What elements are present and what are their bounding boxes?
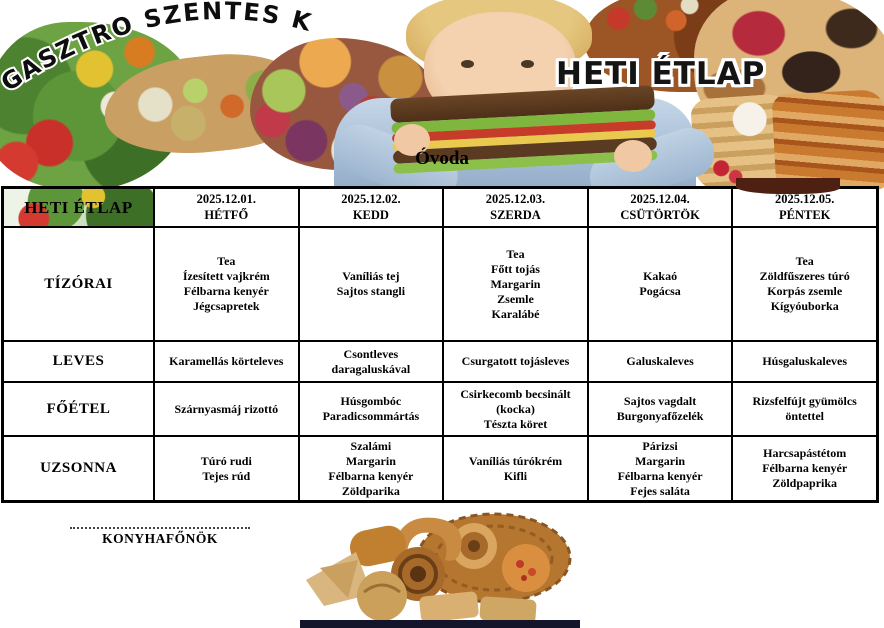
menu-cell-uzsonna-thursday: Párizsi Margarin Félbarna kenyér Fejes s… bbox=[587, 436, 733, 501]
signature-block: KONYHAFŐNÖK bbox=[70, 527, 250, 547]
weekly-menu-table: HETI ÉTLAP 2025.12.01. HÉTFŐ 2025.12.02.… bbox=[1, 186, 879, 503]
menu-cell-tizorai-thursday: Kakaó Pogácsa bbox=[587, 227, 733, 341]
menu-cell-uzsonna-monday: Túró rudi Tejes rúd bbox=[154, 436, 299, 501]
banner-collage: GASZTRO SZENTES KFT. HETI ÉTLAP bbox=[0, 0, 884, 209]
menu-cell-foetel-wednesday: Csirkecomb becsinált (kocka) Tészta köre… bbox=[443, 382, 588, 436]
day-header-wednesday: 2025.12.03. SZERDA bbox=[443, 188, 588, 227]
table-corner-heti-etlap: HETI ÉTLAP bbox=[3, 188, 154, 227]
menu-cell-leves-monday: Karamellás körteleves bbox=[154, 341, 299, 382]
pastry-board-edge bbox=[736, 178, 840, 194]
boy-eye bbox=[461, 60, 474, 68]
day-header-thursday: 2025.12.04. CSÜTÖRTÖK bbox=[587, 188, 733, 227]
day-label: KEDD bbox=[352, 207, 389, 222]
menu-cell-tizorai-monday: Tea Ízesített vajkrém Félbarna kenyér Jé… bbox=[154, 227, 299, 341]
menu-cell-foetel-friday: Rizsfelfújt gyümölcs öntettel bbox=[732, 382, 877, 436]
menu-cell-foetel-tuesday: Húsgombóc Paradicsommártás bbox=[298, 382, 444, 436]
menu-cell-uzsonna-friday: Harcsapástétom Félbarna kenyér Zöldpapri… bbox=[732, 436, 877, 501]
menu-audience-label: Óvoda bbox=[415, 148, 469, 169]
menu-cell-tizorai-wednesday: Tea Főtt tojás Margarin Zsemle Karalábé bbox=[443, 227, 588, 341]
menu-cell-leves-friday: Húsgaluskaleves bbox=[732, 341, 877, 382]
boy-hand bbox=[614, 140, 652, 172]
day-header-tuesday: 2025.12.02. KEDD bbox=[298, 188, 444, 227]
company-name: GASZTRO SZENTES KFT. bbox=[0, 0, 316, 97]
company-arc-title: GASZTRO SZENTES KFT. bbox=[0, 0, 316, 99]
day-label: CSÜTÖRTÖK bbox=[620, 207, 700, 222]
menu-cell-foetel-thursday: Sajtos vagdalt Burgonyafőzelék bbox=[587, 382, 733, 436]
row-label-leves: LEVES bbox=[3, 341, 154, 382]
date-label: 2025.12.03. bbox=[485, 191, 546, 206]
day-label: PÉNTEK bbox=[778, 207, 831, 222]
menu-cell-leves-tuesday: Csontleves daragaluskával bbox=[298, 341, 444, 382]
row-label-tizorai: TÍZÓRAI bbox=[3, 227, 154, 341]
pastries-photo bbox=[300, 512, 580, 628]
date-label: 2025.12.01. bbox=[196, 191, 256, 206]
boy-hand bbox=[394, 124, 430, 156]
menu-cell-foetel-monday: Szárnyasmáj rizottó bbox=[154, 382, 299, 436]
day-header-monday: 2025.12.01. HÉTFŐ bbox=[154, 188, 299, 227]
chef-signature-label: KONYHAFŐNÖK bbox=[102, 531, 218, 546]
day-label: SZERDA bbox=[490, 207, 541, 222]
boy-eye bbox=[521, 60, 534, 68]
menu-cell-uzsonna-tuesday: Szalámi Margarin Félbarna kenyér Zöldpar… bbox=[298, 436, 444, 501]
menu-cell-tizorai-tuesday: Vaníliás tej Sajtos stangli bbox=[298, 227, 444, 341]
menu-cell-uzsonna-wednesday: Vaníliás túrókrém Kifli bbox=[443, 436, 588, 501]
menu-cell-tizorai-friday: Tea Zöldfűszeres túró Korpás zsemle Kígy… bbox=[732, 227, 877, 341]
menu-cell-leves-wednesday: Csurgatott tojásleves bbox=[443, 341, 588, 382]
menu-cell-leves-thursday: Galuskaleves bbox=[587, 341, 733, 382]
date-label: 2025.12.05. bbox=[775, 191, 835, 206]
date-label: 2025.12.04. bbox=[630, 191, 690, 206]
row-label-uzsonna: UZSONNA bbox=[3, 436, 154, 501]
day-header-friday: 2025.12.05. PÉNTEK bbox=[732, 188, 877, 227]
row-label-foetel: FŐÉTEL bbox=[3, 382, 154, 436]
weekly-menu-title: HETI ÉTLAP bbox=[556, 56, 766, 92]
date-label: 2025.12.02. bbox=[341, 191, 401, 206]
signature-dotted-line bbox=[70, 527, 250, 529]
day-label: HÉTFŐ bbox=[204, 207, 249, 222]
